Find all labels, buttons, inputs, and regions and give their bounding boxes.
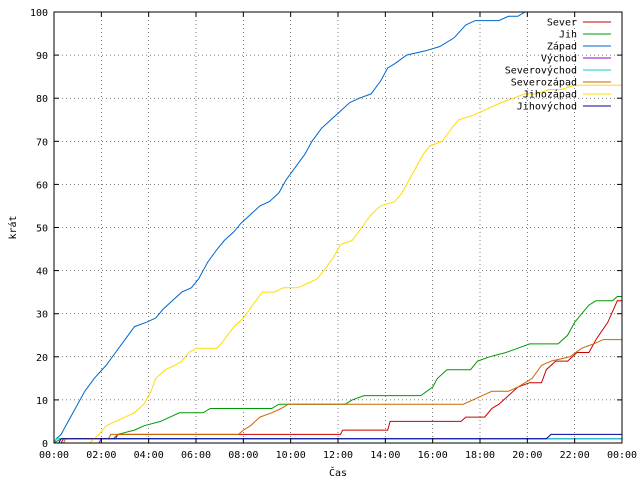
- x-tick-label: 02:00: [86, 450, 116, 461]
- legend-label-vychod: Východ: [541, 53, 577, 65]
- y-tick-label: 30: [36, 310, 48, 321]
- y-tick-label: 40: [36, 267, 48, 278]
- legend-label-severovychod: Severovýchod: [505, 65, 577, 77]
- x-tick-label: 00:00: [39, 450, 69, 461]
- series-line-jihovychod: [54, 433, 622, 443]
- y-tick-label: 60: [36, 180, 48, 191]
- x-tick-label: 06:00: [181, 450, 211, 461]
- y-tick-label: 20: [36, 353, 48, 364]
- y-axis-label: krát: [7, 215, 19, 239]
- x-tick-label: 08:00: [228, 450, 258, 461]
- legend-label-severozapad: Severozápad: [511, 77, 577, 89]
- x-tick-label: 04:00: [134, 450, 164, 461]
- x-tick-label: 16:00: [418, 450, 448, 461]
- x-tick-label: 00:00: [607, 450, 637, 461]
- y-tick-label: 100: [30, 8, 48, 19]
- series-lines: [54, 12, 622, 443]
- grid: [54, 12, 622, 443]
- legend-label-jih: Jih: [559, 30, 577, 41]
- axis-ticks: 0 10 20 30 40 50 60 70 80 90 100 00:00 02:00 04:00 06:…: [30, 8, 637, 461]
- x-tick-label: 18:00: [465, 450, 495, 461]
- series-line-severozapad: [54, 339, 622, 443]
- series-line-zapad: [54, 12, 527, 443]
- legend-label-jihozapad: Jihozápad: [523, 89, 577, 101]
- legend: SeverJihZápadVýchodSeverovýchodSeverozáp…: [505, 18, 611, 113]
- x-tick-label: 20:00: [512, 450, 542, 461]
- y-tick-label: 0: [42, 439, 48, 450]
- y-tick-label: 70: [36, 137, 48, 148]
- x-tick-label: 14:00: [370, 450, 400, 461]
- series-line-jihozapad: [54, 84, 622, 443]
- y-tick-label: 50: [36, 224, 48, 235]
- y-tick-label: 90: [36, 51, 48, 62]
- x-tick-label: 12:00: [323, 450, 353, 461]
- y-tick-label: 10: [36, 396, 48, 407]
- x-tick-label: 10:00: [276, 450, 306, 461]
- x-axis-label: Čas: [329, 466, 347, 479]
- legend-label-sever: Sever: [547, 18, 577, 29]
- legend-label-zapad: Západ: [547, 41, 577, 53]
- y-tick-label: 80: [36, 94, 48, 105]
- x-tick-label: 22:00: [560, 450, 590, 461]
- series-line-jih: [54, 296, 622, 443]
- legend-label-jihovychod: Jihovýchod: [517, 101, 577, 113]
